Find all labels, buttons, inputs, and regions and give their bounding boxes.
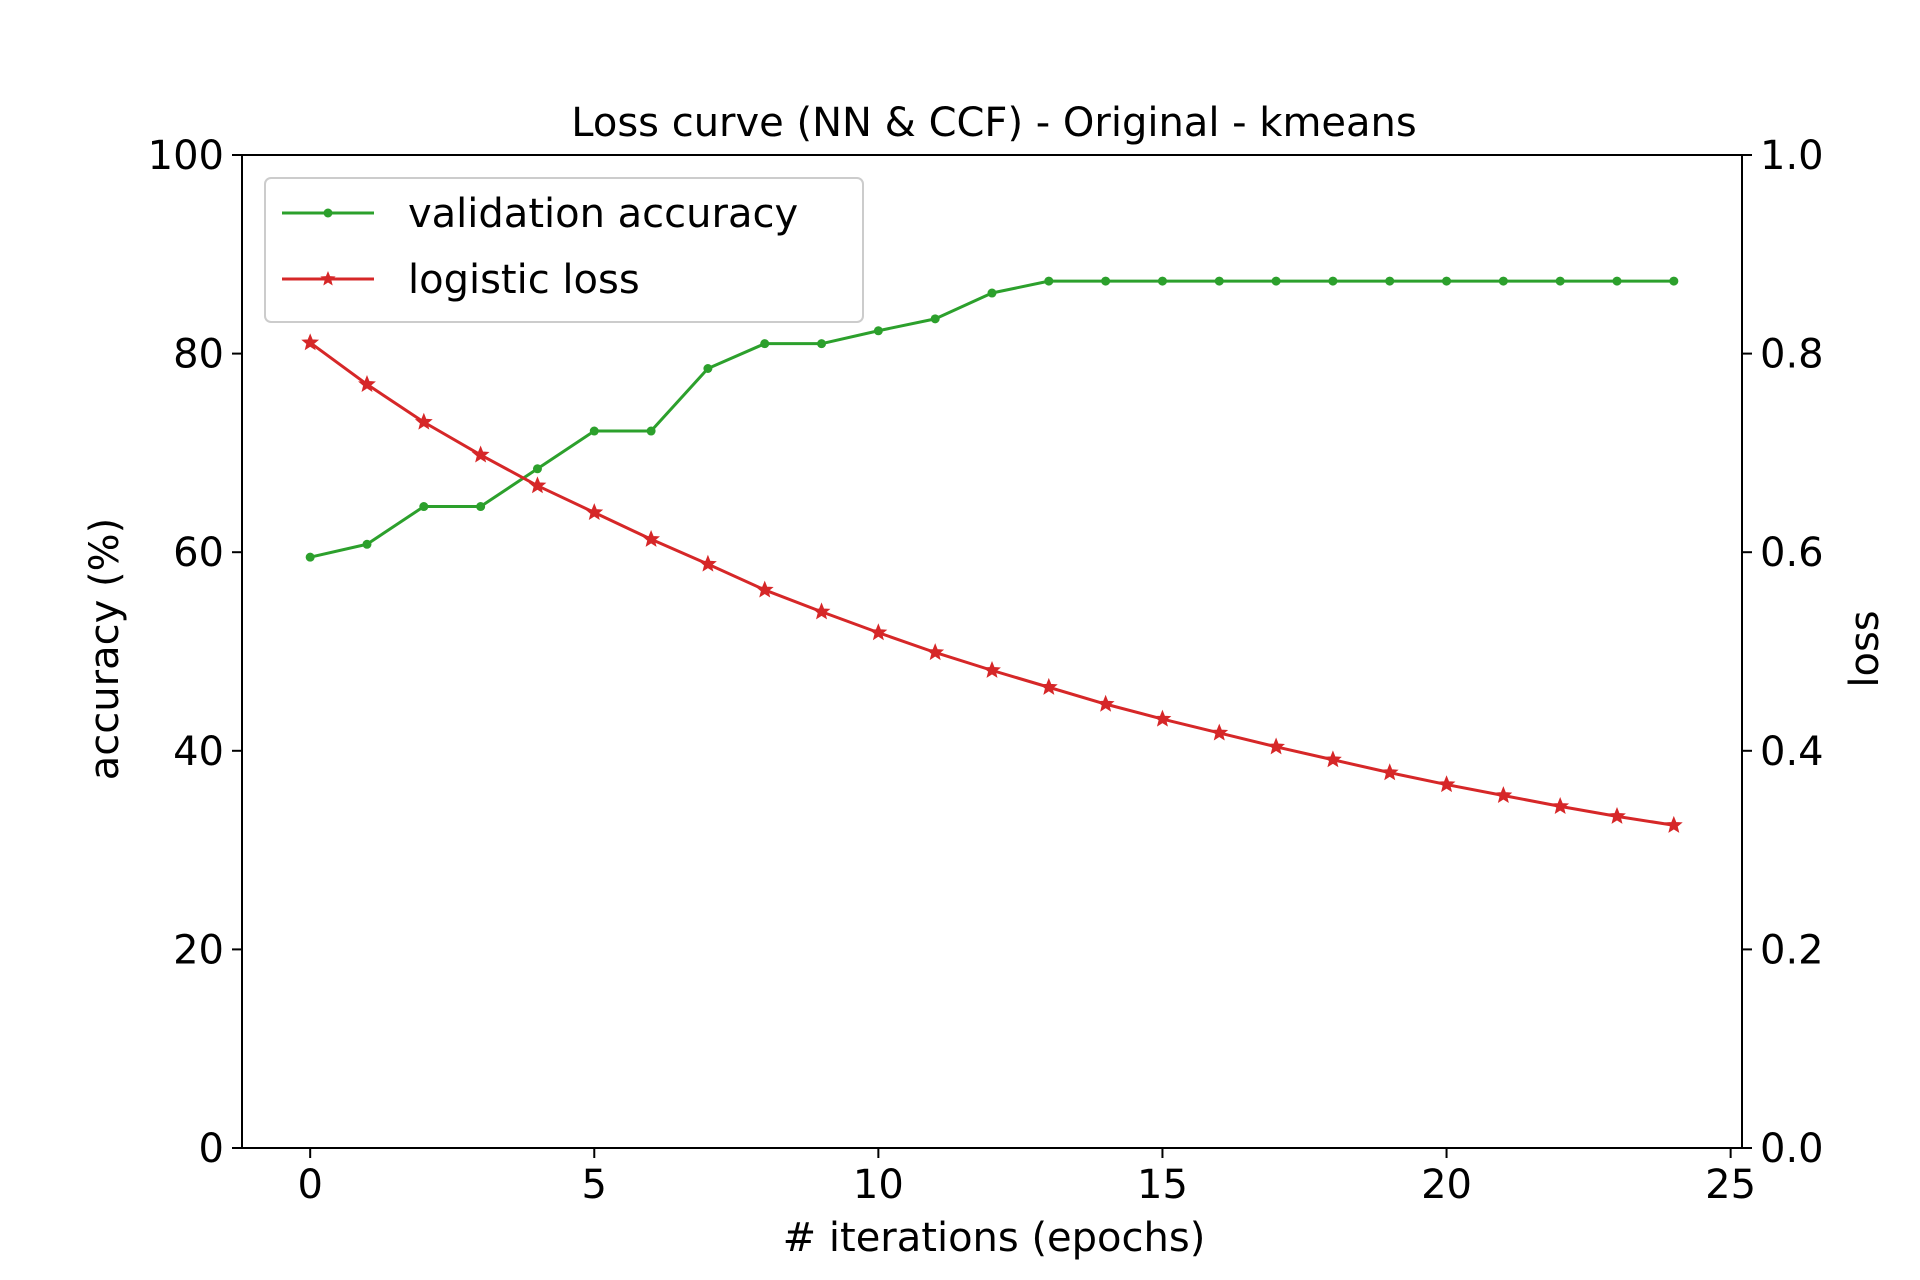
loss-point	[471, 445, 490, 463]
loss-point	[358, 375, 376, 392]
accuracy-point	[1101, 276, 1111, 286]
legend-box	[264, 177, 864, 323]
loss-point	[1380, 763, 1399, 781]
accuracy-point	[419, 502, 429, 512]
y2-tick-label: 0.8	[1760, 332, 1824, 378]
loss-point	[1608, 806, 1626, 824]
y-tick-label: 60	[173, 530, 224, 576]
x-tick-label: 25	[1705, 1162, 1756, 1208]
y-tick-label: 20	[173, 927, 224, 973]
x-tick-label: 0	[297, 1162, 322, 1208]
accuracy-point	[362, 539, 372, 549]
x-tick-label: 5	[582, 1162, 607, 1208]
loss-point	[301, 333, 320, 351]
legend-accuracy-label: validation accuracy	[408, 191, 798, 237]
accuracy-point	[1669, 276, 1679, 286]
loss-point	[983, 661, 1001, 678]
loss-point	[1437, 775, 1456, 793]
x-tick-label: 15	[1137, 1162, 1188, 1208]
accuracy-point	[987, 288, 997, 298]
accuracy-point	[646, 426, 656, 436]
legend: validation accuracy logistic loss	[264, 177, 864, 323]
accuracy-point	[589, 426, 599, 436]
legend-loss-marker	[320, 271, 336, 286]
y2-tick-label: 0.2	[1760, 927, 1824, 973]
accuracy-point	[1214, 276, 1224, 286]
y-tick-label: 100	[148, 133, 224, 179]
y2-tick-label: 1.0	[1760, 133, 1824, 179]
accuracy-point	[760, 339, 770, 349]
accuracy-point	[703, 363, 713, 373]
accuracy-point	[1271, 276, 1281, 286]
x-tick-label: 10	[853, 1162, 904, 1208]
accuracy-point	[817, 339, 827, 349]
accuracy-point	[1157, 276, 1167, 286]
accuracy-point	[476, 502, 486, 512]
y2-tick-label: 0.4	[1760, 729, 1824, 775]
accuracy-point	[930, 314, 940, 324]
loss-point	[755, 580, 774, 598]
loss-point	[585, 503, 604, 521]
accuracy-point	[1498, 276, 1508, 286]
loss-point	[926, 643, 945, 661]
loss-point	[528, 476, 547, 494]
y-tick-label: 80	[173, 332, 224, 378]
loss-point	[812, 602, 831, 620]
y2-tick-label: 0.0	[1760, 1126, 1824, 1172]
accuracy-point	[1555, 276, 1565, 286]
plot-frame	[241, 154, 1743, 1149]
loss-point	[1551, 797, 1570, 814]
accuracy-point	[1442, 276, 1452, 286]
legend-loss-label: logistic loss	[408, 257, 640, 303]
accuracy-point	[532, 464, 542, 474]
loss-point	[869, 623, 888, 641]
loss-point	[1267, 737, 1285, 755]
x-tick-label: 20	[1421, 1162, 1472, 1208]
loss-point	[1096, 694, 1115, 712]
plot-area: 0 5 10 15 20 25 0 20 40 60 80 100 0.0 0.2 0.4 0.6 0.8 1.0…	[148, 133, 1824, 1208]
x-axis-label: # iterations (epochs)	[783, 1215, 1206, 1261]
loss-point	[699, 554, 717, 572]
accuracy-point	[305, 552, 315, 562]
y2-tick-label: 0.6	[1760, 530, 1824, 576]
y2-axis-label: loss	[1842, 610, 1888, 687]
y-tick-label: 40	[173, 729, 224, 775]
loss-point	[1153, 709, 1172, 727]
accuracy-point	[1328, 276, 1338, 286]
loss-point	[1664, 815, 1683, 833]
loss-point	[1210, 723, 1229, 741]
accuracy-point	[1044, 276, 1054, 286]
chart-title: Loss curve (NN & CCF) - Original - kmean…	[571, 100, 1416, 146]
loss-series-line	[309, 341, 1675, 827]
accuracy-point	[1385, 276, 1395, 286]
y-tick-label: 0	[199, 1126, 224, 1172]
loss-point	[1494, 786, 1513, 804]
y-axis-label: accuracy (%)	[82, 518, 128, 780]
legend-accuracy-marker	[323, 208, 333, 218]
loss-point	[1324, 750, 1342, 768]
loss-point	[414, 412, 433, 430]
loss-point	[642, 529, 660, 547]
accuracy-point	[1612, 276, 1622, 286]
loss-point	[1039, 677, 1058, 695]
accuracy-point	[873, 326, 883, 336]
